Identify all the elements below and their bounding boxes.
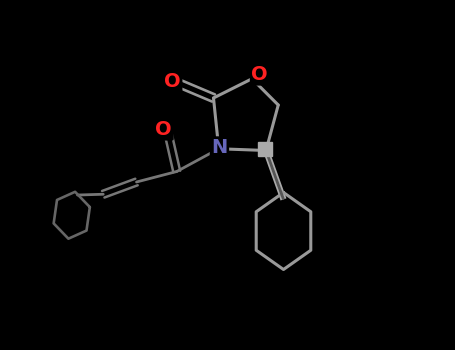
Text: O: O (156, 120, 172, 139)
Text: N: N (211, 138, 228, 157)
Text: O: O (251, 65, 268, 84)
Text: O: O (164, 72, 181, 91)
Bar (258, 142, 272, 156)
